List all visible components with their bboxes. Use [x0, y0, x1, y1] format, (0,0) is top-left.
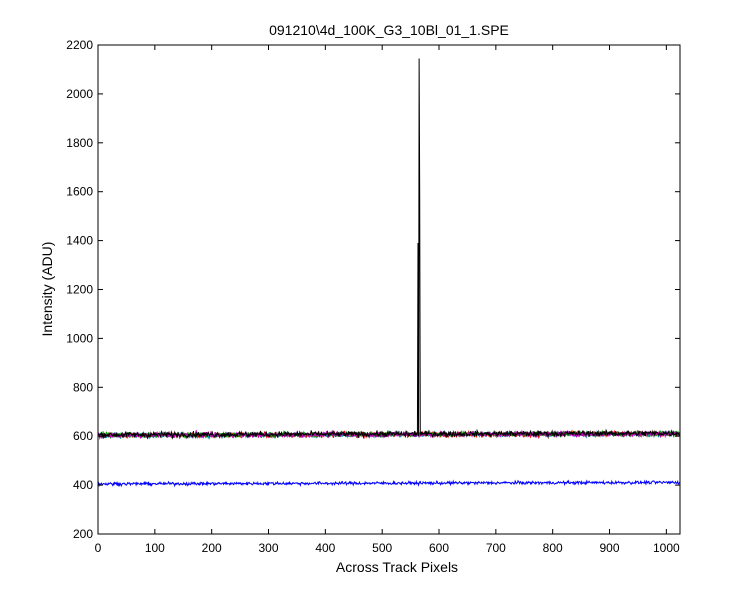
x-tick-label: 900: [600, 541, 620, 555]
ticks-layer: 0 100 200 300 400 500 600 700 800 900 1000 200 400 60…: [66, 38, 680, 555]
y-axis-label: Intensity (ADU): [39, 242, 55, 337]
x-tick-label: 800: [543, 541, 563, 555]
y-tick-label: 1400: [66, 234, 93, 248]
series-line-5: [97, 58, 681, 440]
y-tick-label: 1800: [66, 136, 93, 150]
y-tick-label: 1600: [66, 185, 93, 199]
y-tick-label: 1000: [66, 331, 93, 345]
plot-area: [98, 45, 680, 534]
series-line-6: [97, 479, 681, 488]
y-tick-label: 2000: [66, 87, 93, 101]
x-tick-label: 500: [372, 541, 392, 555]
x-tick-label: 100: [145, 541, 165, 555]
y-tick-label: 800: [73, 380, 93, 394]
x-tick-label: 700: [486, 541, 506, 555]
series-layer: [97, 58, 681, 488]
x-axis-label: Across Track Pixels: [336, 559, 458, 575]
chart-title: 091210\4d_100K_G3_10Bl_01_1.SPE: [269, 22, 509, 38]
y-tick-label: 600: [73, 429, 93, 443]
x-tick-label: 0: [95, 541, 102, 555]
x-tick-label: 600: [429, 541, 449, 555]
y-tick-label: 1200: [66, 283, 93, 297]
x-tick-label: 200: [202, 541, 222, 555]
y-tick-label: 2200: [66, 38, 93, 52]
x-tick-label: 400: [315, 541, 335, 555]
y-tick-label: 400: [73, 478, 93, 492]
x-tick-label: 300: [258, 541, 278, 555]
y-tick-label: 200: [73, 527, 93, 541]
x-tick-label: 1000: [653, 541, 680, 555]
